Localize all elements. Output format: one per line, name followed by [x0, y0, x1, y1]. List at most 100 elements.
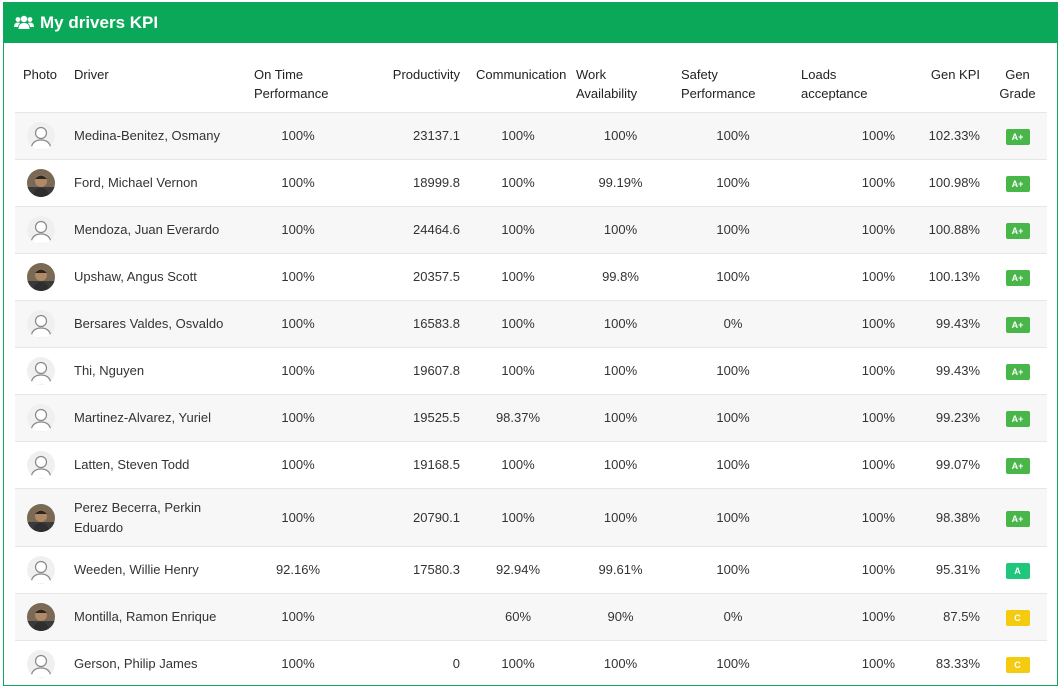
grade-badge: A+	[1005, 317, 1030, 333]
on-time-value: 92.16%	[275, 562, 321, 577]
default-avatar-icon	[27, 650, 55, 678]
grade-badge: A+	[1005, 458, 1030, 474]
loads-value: 100%	[861, 175, 895, 190]
photo-cell	[15, 489, 66, 547]
driver-photo	[27, 169, 55, 197]
communication-value: 100%	[501, 457, 535, 472]
table-row[interactable]: Bersares Valdes, Osvaldo 100% 16583.8 100% 1…	[15, 300, 1047, 348]
loads-value: 100%	[861, 316, 895, 331]
table-row[interactable]: Weeden, Willie Henry 92.16% 17580.3 92.94% 9…	[15, 546, 1047, 594]
driver-name[interactable]: Thi, Nguyen	[74, 363, 145, 378]
table-row[interactable]: Mendoza, Juan Everardo 100% 24464.6 100% 100…	[15, 206, 1047, 254]
driver-name[interactable]: Mendoza, Juan Everardo	[74, 222, 220, 237]
col-driver[interactable]: Driver	[74, 67, 109, 82]
safety-value: 100%	[716, 562, 750, 577]
col-gen-grade[interactable]: Gen Grade	[999, 67, 1036, 101]
gen-grade-cell: A+	[988, 489, 1047, 547]
driver-name[interactable]: Perez Becerra, Perkin Eduardo	[74, 499, 202, 535]
default-avatar-icon	[27, 404, 55, 432]
grade-badge: A+	[1005, 176, 1030, 192]
work-availability-value: 100%	[603, 457, 638, 472]
default-avatar-icon	[27, 122, 55, 150]
driver-name[interactable]: Montilla, Ramon Enrique	[74, 609, 217, 624]
safety-value: 100%	[716, 222, 750, 237]
gen-kpi-value: 98.38%	[935, 509, 980, 525]
driver-name[interactable]: Martinez-Alvarez, Yuriel	[74, 410, 212, 425]
loads-value: 100%	[861, 128, 895, 143]
on-time-value: 100%	[281, 222, 315, 237]
communication-value: 98.37%	[495, 410, 541, 425]
on-time-value: 100%	[281, 363, 315, 378]
on-time-value: 100%	[281, 656, 315, 671]
communication-value: 100%	[501, 128, 535, 143]
table-row[interactable]: Ford, Michael Vernon 100% 18999.8 100% 99.19…	[15, 159, 1047, 207]
gen-grade-cell: A+	[988, 442, 1047, 489]
safety-value: 100%	[716, 363, 750, 378]
work-availability-value: 90%	[607, 609, 634, 624]
work-availability-value: 100%	[603, 656, 638, 671]
gen-kpi-value: 100.98%	[928, 175, 980, 190]
col-gen-kpi[interactable]: Gen KPI	[930, 67, 980, 82]
gen-kpi-value: 102.33%	[928, 128, 980, 143]
productivity-value: 20357.5	[413, 269, 460, 284]
productivity-value	[350, 594, 468, 641]
gen-kpi-value: 99.43%	[935, 363, 980, 378]
driver-name[interactable]: Upshaw, Angus Scott	[74, 269, 197, 284]
loads-value: 100%	[861, 562, 895, 577]
table-row[interactable]: Perez Becerra, Perkin Eduardo 100% 20790.1…	[15, 488, 1047, 547]
gen-kpi-value: 99.23%	[935, 410, 980, 425]
photo-cell	[15, 395, 66, 442]
col-work-availability[interactable]: Work Availability	[576, 67, 638, 101]
gen-grade-cell: C	[988, 641, 1047, 688]
driver-name[interactable]: Bersares Valdes, Osvaldo	[74, 316, 224, 331]
grade-badge: A+	[1005, 223, 1030, 239]
col-productivity[interactable]: Productivity	[392, 67, 460, 82]
table-row[interactable]: Thi, Nguyen 100% 19607.8 100% 100% 100% 100% 99…	[15, 347, 1047, 395]
gen-kpi-value: 83.33%	[935, 656, 980, 671]
gen-grade-cell: C	[988, 594, 1047, 641]
gen-grade-cell: A+	[988, 113, 1047, 160]
safety-value: 100%	[716, 175, 750, 190]
productivity-value: 24464.6	[413, 222, 460, 237]
on-time-value: 100%	[281, 316, 315, 331]
photo-cell	[15, 160, 66, 207]
photo-cell	[15, 641, 66, 688]
driver-name[interactable]: Gerson, Philip James	[74, 656, 198, 671]
productivity-value: 19525.5	[413, 410, 460, 425]
default-avatar-icon	[27, 310, 55, 338]
col-loads-acceptance[interactable]: Loads acceptance	[801, 67, 868, 101]
table-row[interactable]: Montilla, Ramon Enrique 100% 60% 90% 0% 100% 8…	[15, 593, 1047, 641]
col-photo[interactable]: Photo	[23, 67, 57, 82]
photo-cell	[15, 547, 66, 594]
loads-value: 100%	[861, 609, 895, 624]
users-icon	[14, 14, 34, 32]
driver-name[interactable]: Ford, Michael Vernon	[74, 175, 198, 190]
gen-kpi-value: 99.07%	[935, 457, 980, 472]
col-on-time[interactable]: On Time Performance	[254, 67, 329, 101]
default-avatar-icon	[27, 451, 55, 479]
driver-name[interactable]: Latten, Steven Todd	[74, 457, 190, 472]
col-safety-performance[interactable]: Safety Performance	[681, 67, 756, 101]
work-availability-value: 99.61%	[598, 562, 643, 577]
table-row[interactable]: Latten, Steven Todd 100% 19168.5 100% 100% 10…	[15, 441, 1047, 489]
loads-value: 100%	[861, 410, 895, 425]
loads-value: 100%	[861, 222, 895, 237]
table-row[interactable]: Gerson, Philip James 100% 0 100% 100% 100% 100…	[15, 640, 1047, 688]
communication-value: 100%	[501, 175, 535, 190]
gen-kpi-value: 95.31%	[935, 562, 980, 577]
gen-grade-cell: A+	[988, 301, 1047, 348]
gen-grade-cell: A+	[988, 348, 1047, 395]
driver-name[interactable]: Weeden, Willie Henry	[74, 562, 199, 577]
on-time-value: 100%	[281, 128, 315, 143]
grade-badge: A+	[1005, 411, 1030, 427]
work-availability-value: 99.19%	[598, 175, 643, 190]
col-communication[interactable]: Communication	[476, 67, 567, 82]
driver-name[interactable]: Medina-Benitez, Osmany	[74, 128, 220, 143]
table-row[interactable]: Medina-Benitez, Osmany 100% 23137.1 100% 100…	[15, 112, 1047, 160]
on-time-value: 100%	[281, 509, 315, 525]
table-row[interactable]: Upshaw, Angus Scott 100% 20357.5 100% 99.8% 1…	[15, 253, 1047, 301]
driver-photo	[27, 263, 55, 291]
gen-kpi-value: 87.5%	[943, 609, 980, 624]
safety-value: 0%	[723, 609, 743, 624]
table-row[interactable]: Martinez-Alvarez, Yuriel 100% 19525.5 98.37…	[15, 394, 1047, 442]
